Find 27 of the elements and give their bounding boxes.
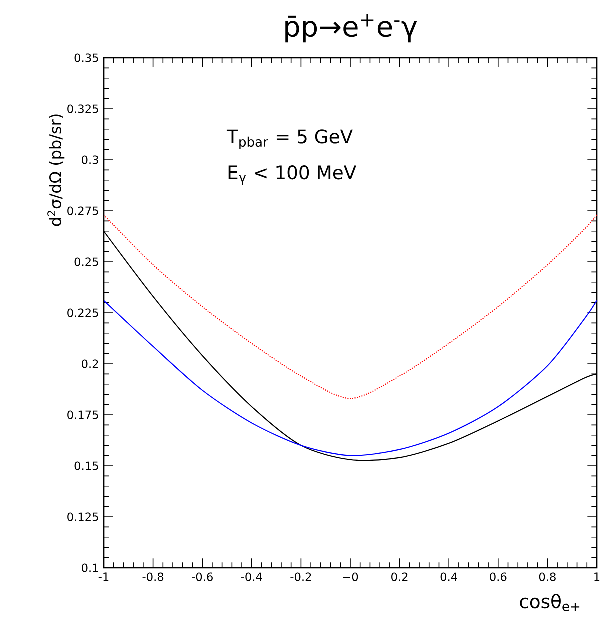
y-tick-label: 0.275 <box>68 206 98 216</box>
x-tick-label: 0.2 <box>392 572 408 582</box>
x-tick-label: -0.2 <box>290 572 312 582</box>
y-axis-title: d$^{2}$σ/dΩ (pb/sr) <box>48 114 65 226</box>
y-tick-label: 0.1 <box>82 564 98 572</box>
annotation: T$_{pbar}$ = 5 GeV <box>226 130 353 150</box>
x-tick-label: 0.6 <box>490 572 507 582</box>
y-tick-label: 0.2 <box>82 360 98 368</box>
y-tick-label: 0.15 <box>74 462 98 470</box>
chart-title: p̄p→e$^{+}$e$^{-}$γ <box>286 14 418 43</box>
y-tick-label: 0.35 <box>74 54 98 62</box>
x-axis-title: cosθ$_{e+}$ <box>520 594 580 612</box>
x-tick-label: 0.8 <box>539 572 556 582</box>
y-tick-label: 0.225 <box>68 308 98 318</box>
x-tick-label: -0.8 <box>142 572 164 582</box>
x-tick-label: −0 <box>343 572 358 582</box>
x-tick-label: 0.4 <box>440 572 458 582</box>
y-tick-label: 0.125 <box>68 512 98 522</box>
x-tick-label: 1 <box>594 572 600 581</box>
y-tick-label: 0.325 <box>68 104 98 114</box>
y-tick-label: 0.3 <box>82 156 98 164</box>
x-tick-label: -0.4 <box>241 572 262 582</box>
annotation: E$_{γ}$ < 100 MeV <box>228 166 356 186</box>
y-tick-label: 0.25 <box>74 258 98 266</box>
x-tick-label: -0.6 <box>192 572 213 582</box>
x-tick-label: -1 <box>98 572 109 581</box>
y-tick-label: 0.175 <box>68 410 98 420</box>
